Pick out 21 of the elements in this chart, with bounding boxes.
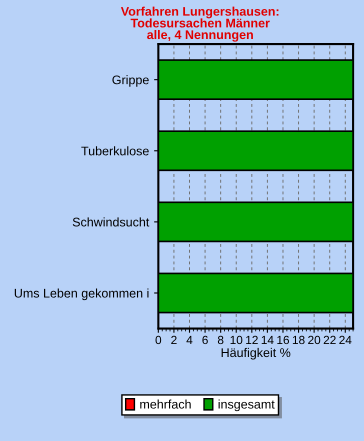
y-tick-label: Tuberkulose [81,146,149,156]
x-tick-label: 22 [324,336,336,344]
x-tick-label: 6 [202,336,208,344]
x-tick-label: 14 [262,336,274,344]
x-tick-label: 18 [292,336,305,344]
x-tick-label: 24 [339,336,352,344]
x-tick-label: 16 [277,336,290,344]
y-tick-label: Ums Leben gekommen i [14,288,148,300]
x-tick-label: 4 [186,336,192,344]
x-tick-label: 10 [230,336,242,344]
x-axis-title: Häufigkeit % [222,348,290,360]
y-tick-label: Schwindsucht [72,217,150,227]
x-tick-label: 8 [218,336,224,344]
x-tick-label: 2 [171,336,177,344]
legend-label: mehrfach [140,400,191,409]
x-tick-label: 20 [308,336,320,344]
legend-label: insgesamt [218,400,275,412]
x-tick-label: 0 [156,336,162,344]
y-tick-label: Grippe [112,75,149,87]
chart-title: Vorfahren Lungershausen: Todesursachen Männer alle, 4 Nennungen [120,6,278,42]
x-tick-label: 12 [246,336,258,344]
